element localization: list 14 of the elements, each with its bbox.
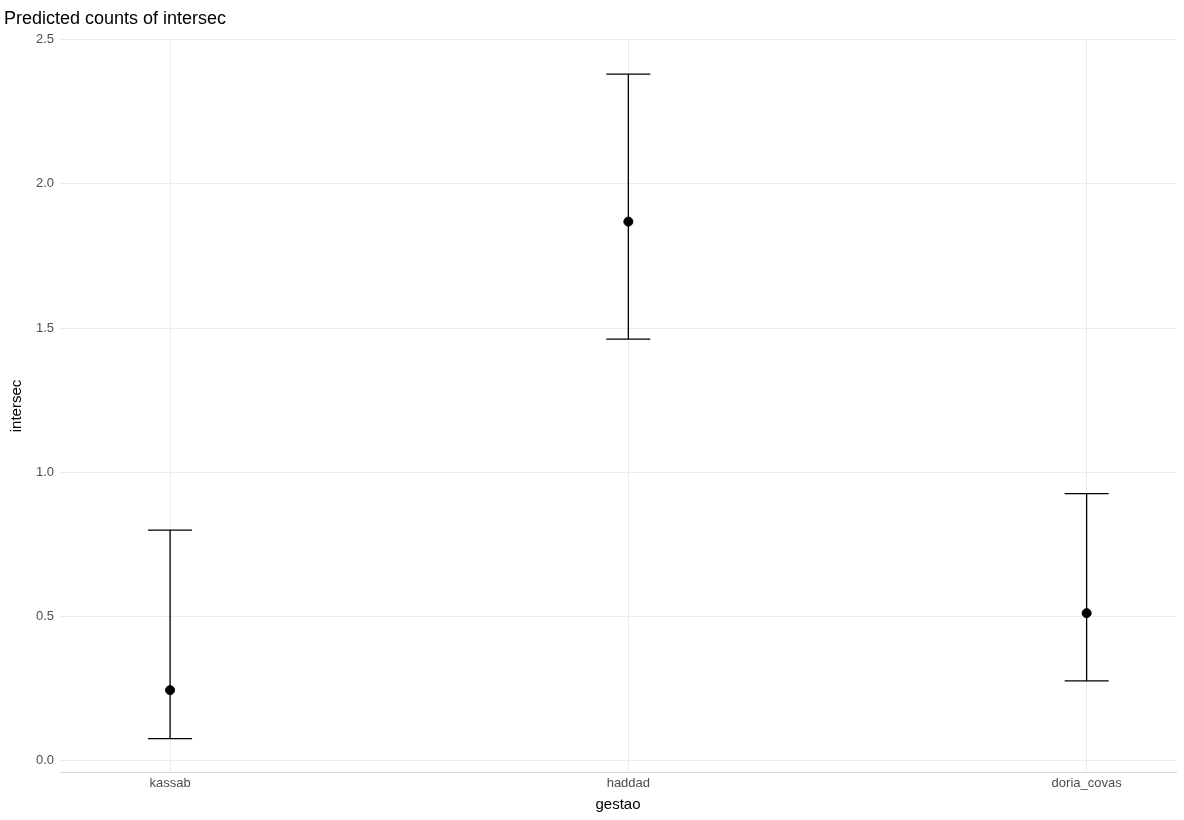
y-tick-label: 1.0 (35, 463, 55, 479)
y-tick-label: 0.5 (35, 608, 55, 624)
y-tick-label: 2.0 (35, 175, 55, 191)
y-axis-title: intersec (7, 379, 25, 433)
x-axis-title: gestao (595, 795, 641, 813)
point (1081, 608, 1092, 619)
y-tick-label: 2.5 (35, 31, 55, 47)
chart-title: Predicted counts of intersec (4, 7, 227, 28)
x-tick-label: haddad (606, 774, 651, 790)
x-tick-label: kassab (149, 774, 191, 790)
point (623, 216, 634, 227)
y-tick-label: 1.5 (35, 319, 55, 335)
y-tick-label: 0.0 (35, 752, 55, 768)
x-tick-label: doria_covas (1051, 774, 1123, 790)
